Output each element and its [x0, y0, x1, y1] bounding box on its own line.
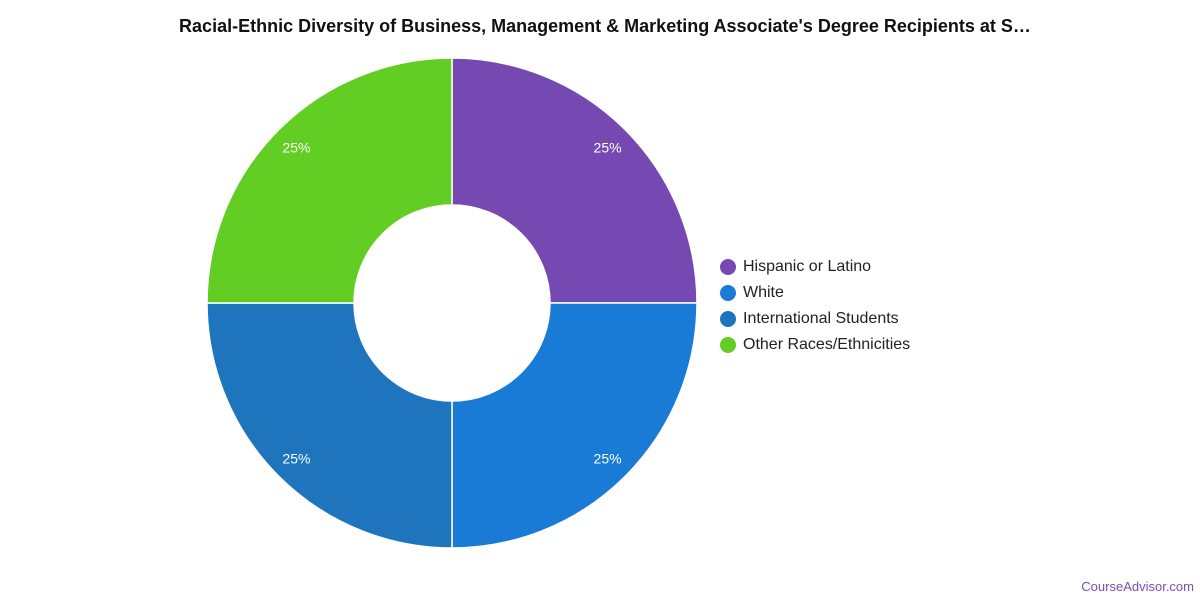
chart-title: Racial-Ethnic Diversity of Business, Man…	[179, 16, 1031, 36]
legend-label: White	[743, 284, 784, 301]
legend-swatch-icon	[720, 337, 736, 353]
donut-slice-2[interactable]	[451, 302, 698, 549]
legend-label: Hispanic or Latino	[743, 258, 872, 275]
donut-slice-1[interactable]	[451, 57, 698, 304]
slice-label-3: 25%	[282, 451, 310, 467]
legend-label: Other Races/Ethnicities	[743, 336, 911, 353]
legend-item[interactable]: Other Races/Ethnicities	[720, 332, 910, 358]
legend-item[interactable]: International Students	[720, 306, 910, 332]
chart-legend: Hispanic or Latino White International Stu…	[720, 254, 910, 358]
legend-swatch-icon	[720, 311, 736, 327]
legend-item[interactable]: White	[720, 280, 910, 306]
legend-swatch-icon	[720, 259, 736, 275]
slice-label-1: 25%	[594, 139, 622, 155]
donut-slice-3[interactable]	[206, 302, 453, 549]
donut-slice-4[interactable]	[206, 57, 453, 304]
legend-swatch-icon	[720, 285, 736, 301]
slice-label-4: 25%	[282, 139, 310, 155]
source-credit[interactable]: CourseAdvisor.com	[1081, 579, 1194, 594]
legend-label: International Students	[743, 310, 899, 327]
slice-label-2: 25%	[594, 451, 622, 467]
legend-item[interactable]: Hispanic or Latino	[720, 254, 910, 280]
